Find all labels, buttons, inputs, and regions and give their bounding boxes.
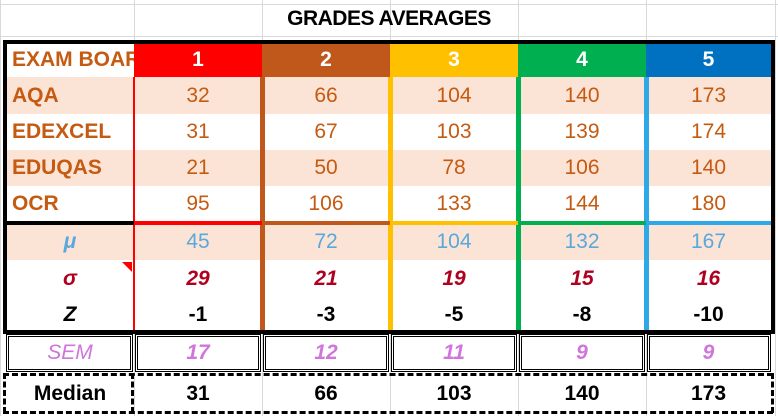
column-divider: [516, 77, 521, 333]
header-label-cell[interactable]: EXAM BOAR: [12, 48, 134, 71]
gridline: [775, 0, 776, 416]
column-divider: [260, 77, 265, 333]
table-cell[interactable]: 78: [442, 156, 466, 179]
sem-box: [135, 334, 261, 372]
table-cell[interactable]: 140: [564, 382, 600, 405]
z-symbol[interactable]: Z: [63, 303, 77, 326]
table-cell[interactable]: 12: [314, 341, 338, 364]
table-cell[interactable]: 167: [690, 230, 727, 253]
table-cell[interactable]: 29: [186, 266, 210, 290]
table-cell[interactable]: 31: [186, 382, 210, 405]
table-title: GRADES AVERAGES: [287, 7, 491, 30]
sd-symbol[interactable]: σ: [63, 266, 77, 290]
table-cell[interactable]: -5: [444, 303, 464, 326]
sem-label[interactable]: SEM: [47, 341, 93, 364]
table-cell[interactable]: 21: [314, 266, 338, 290]
table-cell[interactable]: 144: [564, 192, 600, 215]
table-cell[interactable]: 15: [570, 266, 594, 290]
table-border-right: [771, 40, 775, 333]
column-underline: [646, 221, 771, 225]
mean-symbol[interactable]: μ: [63, 230, 77, 253]
table-cell[interactable]: 45: [186, 230, 210, 253]
table-cell[interactable]: 16: [696, 266, 721, 290]
table-border-top: [3, 40, 774, 44]
board-label-ocr[interactable]: OCR: [12, 192, 59, 215]
table-cell[interactable]: 19: [442, 266, 466, 290]
board-label-edexcel[interactable]: EDEXCEL: [12, 120, 112, 143]
table-cell[interactable]: 9: [702, 341, 715, 364]
table-cell[interactable]: 104: [436, 230, 472, 253]
grade-header-2[interactable]: 2: [262, 43, 390, 77]
table-cell[interactable]: 106: [564, 156, 600, 179]
column-underline: [134, 221, 262, 225]
table-cell[interactable]: 50: [314, 156, 338, 179]
table-cell[interactable]: 106: [308, 192, 344, 215]
median-border-bottom: [3, 411, 773, 414]
column-underline: [262, 221, 390, 225]
board-label-eduqas[interactable]: EDUQAS: [12, 156, 102, 179]
table-cell[interactable]: 174: [690, 120, 727, 143]
table-cell[interactable]: 66: [314, 382, 338, 405]
table-cell[interactable]: 132: [564, 230, 600, 253]
table-border-left: [3, 40, 7, 333]
median-divider: [131, 373, 134, 413]
table-cell[interactable]: 95: [186, 192, 210, 215]
section-rule: [6, 221, 134, 225]
median-border-left: [3, 373, 6, 413]
column-underline: [518, 221, 646, 225]
sem-box: [6, 334, 133, 372]
table-cell[interactable]: 133: [436, 192, 472, 215]
table-cell[interactable]: 21: [186, 156, 210, 179]
table-cell[interactable]: 180: [690, 192, 727, 215]
table-cell[interactable]: -3: [316, 303, 336, 326]
column-underline: [390, 221, 518, 225]
table-border-bottom: [3, 330, 775, 334]
table-cell[interactable]: 31: [186, 120, 210, 143]
table-cell[interactable]: 104: [436, 83, 472, 107]
median-border-top: [3, 373, 773, 376]
grade-header-3[interactable]: 3: [390, 43, 518, 77]
table-cell[interactable]: 139: [564, 120, 600, 143]
sem-box: [647, 334, 771, 372]
table-cell[interactable]: 32: [186, 83, 210, 107]
table-cell[interactable]: 140: [564, 83, 600, 107]
column-divider: [644, 77, 649, 333]
table-cell[interactable]: 67: [314, 120, 338, 143]
gridline: [0, 0, 1, 416]
table-cell[interactable]: 173: [690, 382, 727, 405]
table-cell[interactable]: -10: [693, 303, 724, 326]
table-cell[interactable]: -8: [572, 303, 592, 326]
table-cell[interactable]: 66: [314, 83, 338, 107]
gridline: [0, 36, 778, 37]
median-label[interactable]: Median: [33, 382, 107, 405]
table-cell[interactable]: 140: [690, 156, 727, 179]
board-label-aqa[interactable]: AQA: [12, 83, 59, 107]
column-divider: [388, 77, 393, 333]
sem-box: [391, 334, 517, 372]
grade-header-5[interactable]: 5: [646, 43, 771, 77]
comment-indicator[interactable]: [122, 262, 132, 272]
median-border-right: [771, 373, 774, 413]
table-cell[interactable]: 103: [436, 382, 472, 405]
column-divider: [133, 77, 135, 333]
grade-header-1[interactable]: 1: [134, 43, 262, 77]
table-cell[interactable]: 173: [690, 83, 727, 107]
table-cell[interactable]: 72: [314, 230, 338, 253]
grade-header-4[interactable]: 4: [518, 43, 646, 77]
table-cell[interactable]: 11: [443, 341, 465, 364]
table-cell[interactable]: 9: [576, 341, 588, 364]
table-cell[interactable]: -1: [188, 303, 208, 326]
gridline: [0, 4, 778, 5]
sem-box: [519, 334, 645, 372]
table-cell[interactable]: 103: [436, 120, 472, 143]
table-cell[interactable]: 17: [186, 341, 210, 364]
sem-box: [263, 334, 389, 372]
